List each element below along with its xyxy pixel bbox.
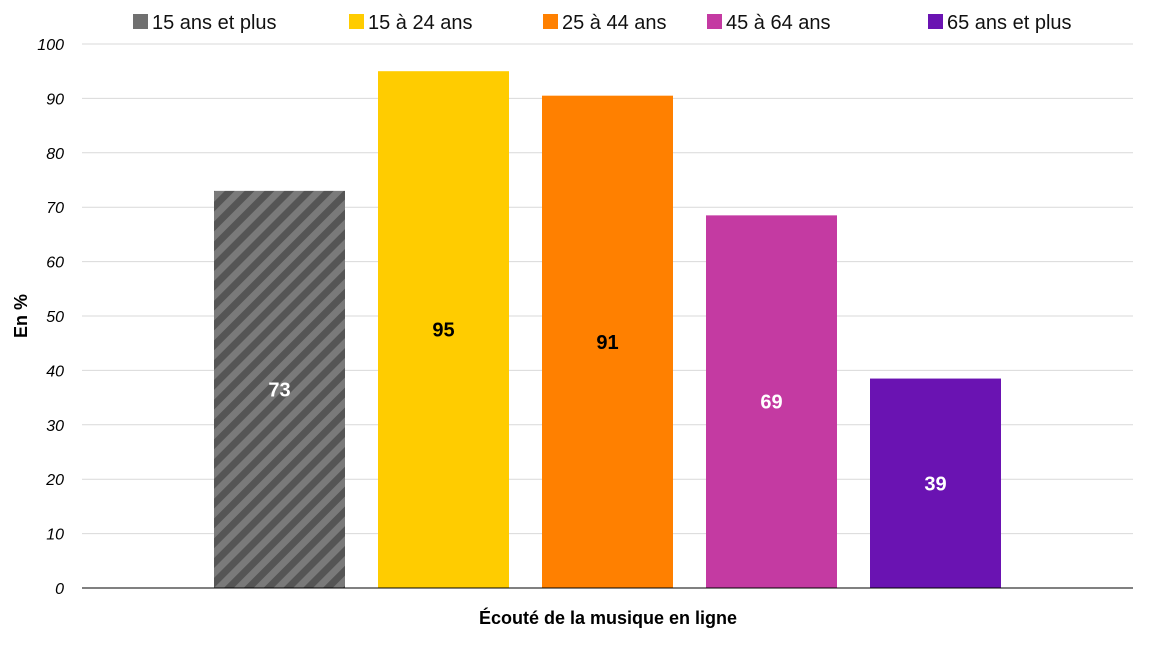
- bar: [378, 71, 509, 588]
- bar: [870, 378, 1001, 588]
- y-tick-label: 0: [55, 581, 64, 598]
- legend-swatch: [928, 14, 943, 29]
- y-axis-title: En %: [11, 294, 31, 338]
- legend: 15 ans et plus 15 à 24 ans 25 à 44 ans 45 à…: [133, 12, 1072, 34]
- y-tick-label: 10: [46, 527, 64, 544]
- bar: [542, 95, 673, 589]
- y-tick-label: 30: [46, 418, 64, 435]
- legend-swatch: [543, 14, 558, 29]
- y-tick-label: 20: [45, 472, 64, 489]
- y-tick-label: 100: [37, 37, 64, 54]
- y-axis-ticks: 0 10 20 30 40 50 60 70 80 90 100: [37, 37, 64, 598]
- legend-swatch: [707, 14, 722, 29]
- bar: [214, 190, 345, 588]
- y-tick-label: 80: [46, 146, 64, 163]
- y-tick-label: 50: [46, 309, 64, 326]
- data-labels: 73 95 91 69 39: [268, 320, 946, 496]
- legend-label: 15 à 24 ans: [368, 12, 473, 34]
- data-label: 91: [596, 332, 618, 354]
- legend-label: 25 à 44 ans: [562, 12, 667, 34]
- y-tick-label: 40: [46, 363, 64, 380]
- legend-label: 15 ans et plus: [152, 12, 277, 34]
- y-tick-label: 60: [46, 255, 64, 272]
- legend-swatch: [133, 14, 148, 29]
- data-label: 95: [432, 320, 454, 342]
- legend-label: 45 à 64 ans: [726, 12, 831, 34]
- y-tick-label: 70: [46, 200, 64, 217]
- bar: [706, 215, 837, 589]
- legend-swatch: [349, 14, 364, 29]
- bars: [214, 71, 1001, 589]
- data-label: 69: [760, 392, 782, 414]
- y-tick-label: 90: [46, 91, 64, 108]
- x-axis-title: Écouté de la musique en ligne: [479, 607, 737, 628]
- legend-label: 65 ans et plus: [947, 12, 1072, 34]
- data-label: 73: [268, 379, 290, 401]
- data-label: 39: [924, 473, 946, 495]
